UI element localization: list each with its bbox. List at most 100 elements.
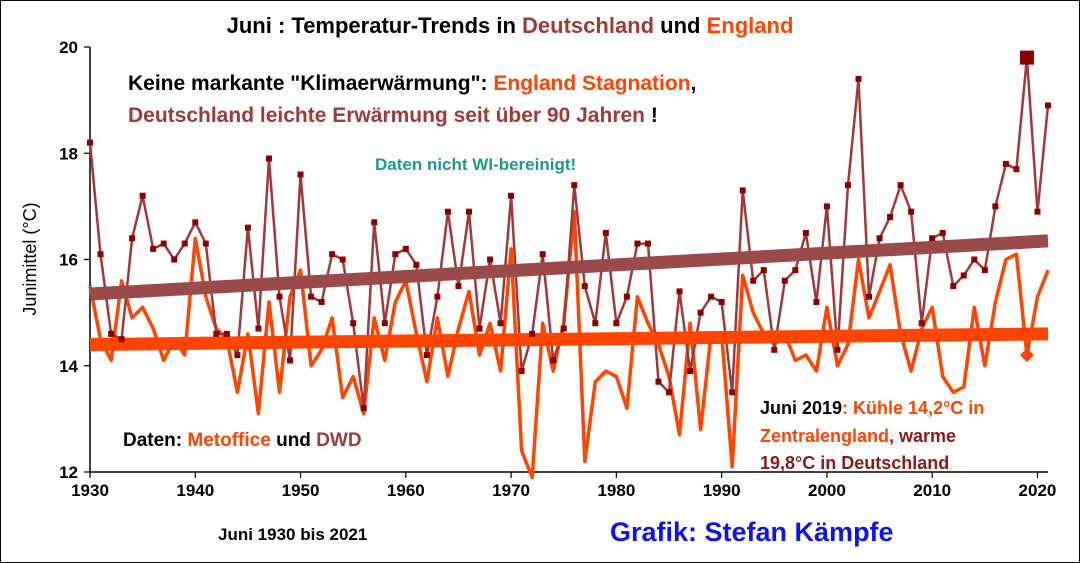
point-deutschland bbox=[1034, 208, 1041, 215]
headline-line1: Keine markante "Klimaerwärmung": England… bbox=[128, 72, 696, 95]
point-deutschland bbox=[781, 277, 788, 284]
point-deutschland bbox=[760, 267, 767, 274]
point-deutschland bbox=[560, 325, 567, 332]
point-deutschland bbox=[644, 240, 651, 247]
point-deutschland bbox=[750, 277, 757, 284]
point-deutschland bbox=[255, 325, 262, 332]
point-deutschland bbox=[876, 235, 883, 242]
point-deutschland bbox=[950, 283, 957, 290]
x-tick-label: 1930 bbox=[71, 481, 109, 500]
point-deutschland bbox=[939, 229, 946, 236]
highlight-2019-england bbox=[1019, 348, 1034, 363]
point-deutschland bbox=[497, 320, 504, 327]
point-deutschland bbox=[792, 267, 799, 274]
point-deutschland bbox=[97, 251, 104, 258]
june2019-note-line3: 19,8°C in Deutschland bbox=[760, 453, 949, 473]
point-deutschland bbox=[350, 320, 357, 327]
x-tick-label: 1990 bbox=[703, 481, 741, 500]
point-deutschland bbox=[444, 208, 451, 215]
point-deutschland bbox=[287, 357, 294, 364]
point-deutschland bbox=[897, 182, 904, 189]
period-label: Juni 1930 bis 2021 bbox=[218, 525, 367, 544]
trend-line-england bbox=[89, 327, 1049, 351]
point-deutschland bbox=[676, 288, 683, 295]
june2019-note-line2: Zentralengland, warme bbox=[760, 426, 956, 446]
y-tick-label: 14 bbox=[59, 357, 78, 376]
point-deutschland bbox=[666, 389, 673, 396]
x-tick-label: 2020 bbox=[1019, 481, 1057, 500]
point-deutschland bbox=[234, 352, 241, 359]
point-deutschland bbox=[381, 320, 388, 327]
x-tick-label: 1980 bbox=[597, 481, 635, 500]
point-deutschland bbox=[129, 235, 136, 242]
point-deutschland bbox=[171, 256, 178, 263]
point-deutschland bbox=[360, 405, 367, 412]
point-deutschland bbox=[918, 320, 925, 327]
point-deutschland bbox=[297, 171, 304, 178]
point-deutschland bbox=[613, 320, 620, 327]
series-layer bbox=[87, 50, 1051, 480]
headline-line2: Deutschland leichte Erwärmung seit über … bbox=[128, 104, 658, 127]
point-deutschland bbox=[213, 330, 220, 337]
point-deutschland bbox=[402, 245, 409, 252]
point-deutschland bbox=[960, 272, 967, 279]
point-deutschland bbox=[971, 256, 978, 263]
y-tick-label: 16 bbox=[59, 251, 78, 270]
point-deutschland bbox=[550, 357, 557, 364]
point-deutschland bbox=[602, 229, 609, 236]
chart-title: Juni : Temperatur-Trends in Deutschland … bbox=[227, 13, 794, 38]
point-deutschland bbox=[708, 293, 715, 300]
wi-note: Daten nicht WI-bereinigt! bbox=[375, 155, 576, 174]
point-deutschland bbox=[413, 261, 420, 268]
point-deutschland bbox=[571, 182, 578, 189]
point-deutschland bbox=[592, 320, 599, 327]
point-deutschland bbox=[729, 389, 736, 396]
point-deutschland bbox=[981, 267, 988, 274]
x-tick-label: 1970 bbox=[492, 481, 530, 500]
x-tick-label: 1960 bbox=[387, 481, 425, 500]
point-deutschland bbox=[739, 187, 746, 194]
point-deutschland bbox=[634, 240, 641, 247]
y-tick-label: 12 bbox=[59, 463, 78, 482]
point-deutschland bbox=[813, 299, 820, 305]
point-deutschland bbox=[1045, 102, 1051, 109]
point-deutschland bbox=[718, 299, 725, 305]
point-deutschland bbox=[992, 203, 999, 210]
point-deutschland bbox=[1002, 160, 1009, 167]
y-tick-label: 18 bbox=[59, 144, 78, 163]
point-deutschland bbox=[844, 182, 851, 189]
highlight-2019-deutschland bbox=[1019, 50, 1034, 65]
point-deutschland bbox=[581, 283, 588, 290]
point-deutschland bbox=[623, 293, 630, 300]
point-deutschland bbox=[529, 330, 536, 337]
point-deutschland bbox=[139, 192, 146, 199]
point-deutschland bbox=[87, 139, 93, 146]
point-deutschland bbox=[866, 293, 873, 300]
x-tick-label: 2000 bbox=[808, 481, 846, 500]
data-source: Daten: Metoffice und DWD bbox=[123, 430, 362, 451]
point-deutschland bbox=[392, 251, 399, 258]
point-deutschland bbox=[181, 240, 188, 247]
point-deutschland bbox=[508, 192, 515, 199]
point-deutschland bbox=[108, 330, 115, 337]
point-deutschland bbox=[329, 251, 336, 258]
point-deutschland bbox=[487, 256, 494, 263]
point-deutschland bbox=[150, 245, 157, 252]
y-tick-label: 20 bbox=[59, 38, 78, 57]
point-deutschland bbox=[1013, 166, 1020, 173]
point-deutschland bbox=[697, 309, 704, 316]
point-deutschland bbox=[339, 256, 346, 263]
point-deutschland bbox=[476, 325, 483, 332]
june2019-note-line1: Juni 2019: Kühle 14,2°C in bbox=[760, 398, 984, 418]
point-deutschland bbox=[318, 299, 325, 305]
x-tick-label: 1940 bbox=[176, 481, 214, 500]
credit-label: Grafik: Stefan Kämpfe bbox=[610, 517, 894, 547]
point-deutschland bbox=[539, 251, 546, 258]
point-deutschland bbox=[655, 378, 662, 385]
point-deutschland bbox=[202, 240, 209, 247]
point-deutschland bbox=[771, 346, 778, 353]
point-deutschland bbox=[160, 240, 167, 247]
trend-line-deutschland bbox=[89, 234, 1049, 301]
point-deutschland bbox=[423, 352, 430, 359]
